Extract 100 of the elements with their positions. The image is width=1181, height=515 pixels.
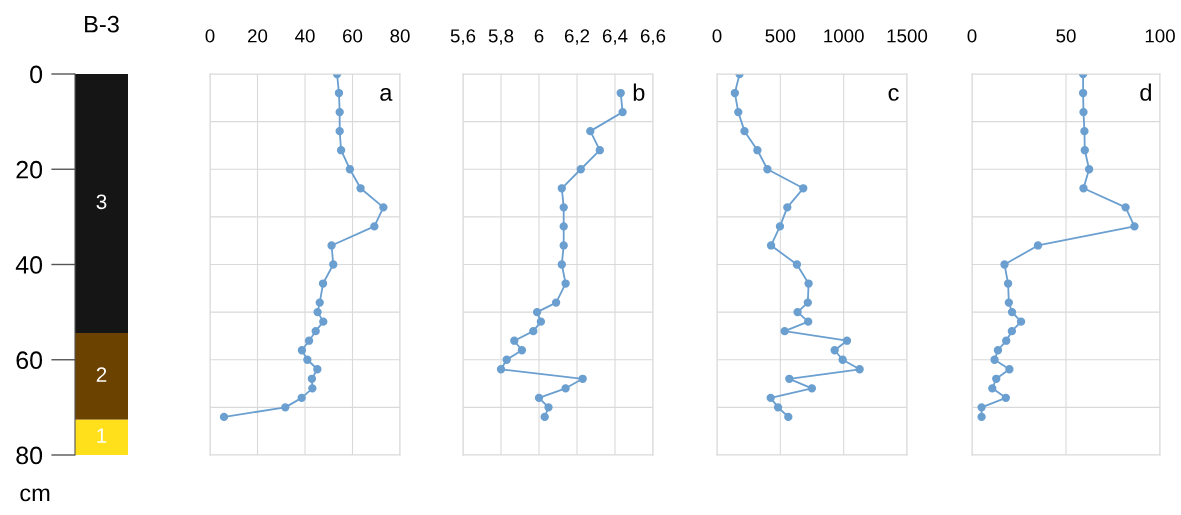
point [561,384,570,393]
point [559,203,568,212]
x-tick-label: 5,8 [488,29,514,45]
point [532,307,542,317]
point [379,203,388,212]
point [804,317,813,326]
y-tick-label: 20 [16,160,43,179]
point [1016,317,1026,326]
point [356,184,365,193]
x-tick-label: 500 [765,29,796,43]
point [618,107,627,117]
point [335,126,344,136]
point [319,317,328,326]
point [510,336,519,345]
bar [75,74,128,334]
point [297,346,307,355]
point [304,336,314,345]
point [1080,146,1089,155]
chart-title: c [888,87,899,101]
point [313,365,322,374]
point [1004,298,1014,307]
point [616,88,625,98]
point [502,355,511,364]
point [345,165,355,174]
point [842,336,852,345]
x-tick-label: 60 [343,29,363,43]
x-tick-label: 6,2 [564,29,590,45]
point [830,346,839,355]
point [993,346,1003,355]
x-tick-label: 1000 [824,29,864,43]
y-tick-label: 80 [16,446,43,465]
point [281,403,290,412]
point [766,393,775,403]
point [988,384,997,393]
chart-title: b [633,83,645,101]
point [311,327,320,336]
y-axis-title: cm [20,488,50,502]
point [561,279,570,288]
point [327,241,336,250]
x-tick-label: 5,6 [450,29,476,45]
point [551,298,561,307]
point [855,365,864,374]
point [1079,184,1088,193]
point [793,307,802,317]
series-label: 3 [96,194,107,210]
point [1002,336,1011,345]
point [559,222,568,231]
point [557,184,566,193]
point [517,346,527,355]
x-tick-label: 0 [967,29,977,43]
point [1007,307,1017,317]
point [803,298,812,307]
point [595,146,604,155]
point [977,412,986,422]
point [1033,241,1043,250]
x-tick-label: 40 [295,29,315,43]
bar [75,333,128,420]
y-tick-label: 60 [16,351,43,370]
point [576,165,585,174]
point [303,355,312,364]
point [1005,365,1014,374]
point [536,317,546,326]
x-tick-label: 1500 [887,29,928,43]
point [780,327,789,336]
point [807,384,817,393]
point [329,260,338,269]
point [792,260,802,269]
point [496,365,506,374]
point [318,279,328,288]
point [734,107,743,117]
point [540,412,549,422]
x-tick-label: 100 [1145,29,1175,43]
point [775,222,785,231]
point [977,403,986,412]
point [763,165,772,174]
series-label: 1 [97,428,107,443]
point [783,203,792,212]
point [315,298,324,307]
point [586,126,595,136]
point [773,403,783,412]
point [336,146,346,155]
point [534,393,544,403]
point [219,412,229,422]
chart-title: B-3 [85,15,119,33]
point [307,374,317,383]
x-tick-label: 6,4 [602,29,628,45]
point [1003,279,1013,288]
y-tick-label: 40 [15,256,43,274]
x-tick-label: 50 [1056,29,1076,43]
point [992,374,1001,383]
point [785,374,794,383]
point [766,241,776,250]
point [730,88,740,98]
point [559,241,568,250]
x-tick-label: 20 [248,29,268,43]
point [1084,165,1094,174]
point [308,384,317,393]
point [1001,393,1011,403]
point [838,355,847,364]
chart-title: d [1140,83,1151,101]
